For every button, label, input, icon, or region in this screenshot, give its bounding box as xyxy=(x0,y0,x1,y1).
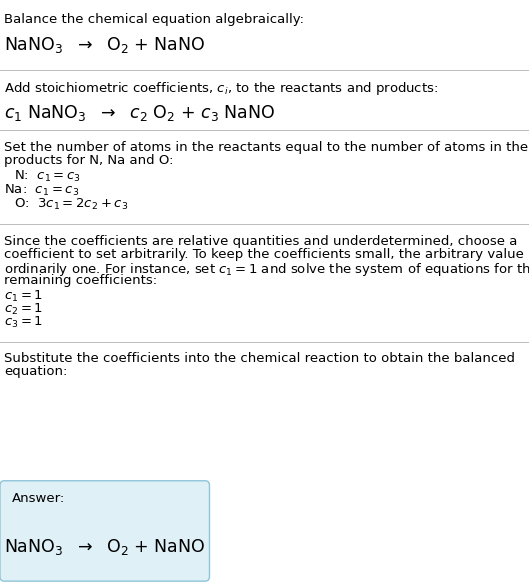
Text: Since the coefficients are relative quantities and underdetermined, choose a: Since the coefficients are relative quan… xyxy=(4,235,517,248)
Text: Add stoichiometric coefficients, $c_i$, to the reactants and products:: Add stoichiometric coefficients, $c_i$, … xyxy=(4,80,439,97)
Text: $c_3 = 1$: $c_3 = 1$ xyxy=(4,315,43,330)
Text: remaining coefficients:: remaining coefficients: xyxy=(4,274,157,286)
Text: Substitute the coefficients into the chemical reaction to obtain the balanced: Substitute the coefficients into the che… xyxy=(4,352,515,365)
Text: $c_2 = 1$: $c_2 = 1$ xyxy=(4,302,43,317)
Text: products for N, Na and O:: products for N, Na and O: xyxy=(4,154,174,167)
Text: Set the number of atoms in the reactants equal to the number of atoms in the: Set the number of atoms in the reactants… xyxy=(4,141,528,154)
Text: Balance the chemical equation algebraically:: Balance the chemical equation algebraica… xyxy=(4,13,304,26)
Text: $c_1$ NaNO$_3$  $\rightarrow$  $c_2$ O$_2$ + $c_3$ NaNO: $c_1$ NaNO$_3$ $\rightarrow$ $c_2$ O$_2$… xyxy=(4,103,276,123)
Text: equation:: equation: xyxy=(4,365,68,378)
Text: ordinarily one. For instance, set $c_1 = 1$ and solve the system of equations fo: ordinarily one. For instance, set $c_1 =… xyxy=(4,261,529,278)
Text: $c_1 = 1$: $c_1 = 1$ xyxy=(4,289,43,304)
Text: Na:  $c_1 = c_3$: Na: $c_1 = c_3$ xyxy=(4,183,79,198)
Text: coefficient to set arbitrarily. To keep the coefficients small, the arbitrary va: coefficient to set arbitrarily. To keep … xyxy=(4,248,529,261)
Text: Answer:: Answer: xyxy=(12,492,66,505)
Text: O:  $3 c_1 = 2 c_2 + c_3$: O: $3 c_1 = 2 c_2 + c_3$ xyxy=(14,197,128,212)
Text: NaNO$_3$  $\rightarrow$  O$_2$ + NaNO: NaNO$_3$ $\rightarrow$ O$_2$ + NaNO xyxy=(4,35,205,55)
Text: NaNO$_3$  $\rightarrow$  O$_2$ + NaNO: NaNO$_3$ $\rightarrow$ O$_2$ + NaNO xyxy=(4,537,205,557)
Text: N:  $c_1 = c_3$: N: $c_1 = c_3$ xyxy=(14,169,81,184)
FancyBboxPatch shape xyxy=(0,481,209,581)
